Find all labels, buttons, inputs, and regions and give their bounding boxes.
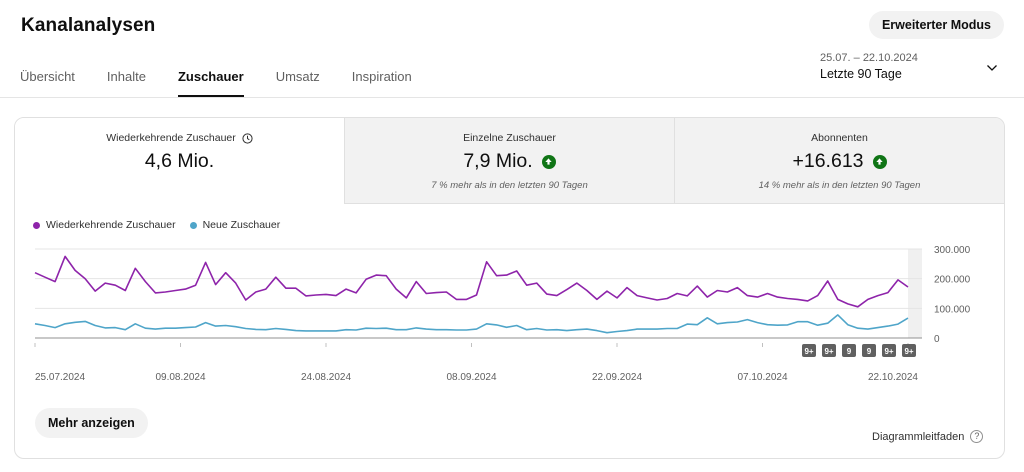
metric-unique-viewers[interactable]: Einzelne Zuschauer 7,9 Mio. 7 % mehr als… bbox=[344, 118, 674, 204]
tab-inspiration[interactable]: Inspiration bbox=[351, 69, 412, 84]
chart-guide-link[interactable]: Diagrammleitfaden ? bbox=[872, 430, 984, 443]
line-chart: 300.000 200.000 100.000 0 25.07.2024 09.08.20… bbox=[34, 245, 971, 383]
metric-returning-viewers[interactable]: Wiederkehrende Zuschauer 4,6 Mio. bbox=[15, 118, 344, 204]
x-tick-label: 25.07.2024 bbox=[35, 372, 85, 383]
x-tick-label: 22.10.2024 bbox=[868, 372, 918, 383]
metric-note: 14 % mehr als in den letzten 90 Tagen bbox=[758, 180, 921, 191]
chevron-down-icon[interactable] bbox=[986, 62, 998, 74]
y-tick-label: 100.000 bbox=[934, 304, 971, 315]
tab-overview[interactable]: Übersicht bbox=[20, 69, 75, 84]
video-marker-badge bbox=[882, 344, 896, 357]
video-marker-badge bbox=[802, 344, 816, 357]
video-marker-label: 9+ bbox=[804, 347, 813, 356]
legend-label: Neue Zuschauer bbox=[202, 219, 281, 231]
legend-label: Wiederkehrende Zuschauer bbox=[46, 219, 176, 231]
legend-item-new[interactable]: Neue Zuschauer bbox=[189, 219, 281, 231]
y-tick-label: 200.000 bbox=[934, 275, 971, 286]
metric-label: Abonnenten bbox=[811, 132, 868, 144]
legend-dot bbox=[33, 221, 40, 229]
chart-legend: Wiederkehrende Zuschauer Neue Zuschauer bbox=[33, 219, 280, 231]
page-title: Kanalanalysen bbox=[21, 15, 156, 36]
video-marker-label: 9+ bbox=[824, 347, 833, 356]
metric-label: Wiederkehrende Zuschauer bbox=[106, 132, 236, 144]
x-tick-label: 08.09.2024 bbox=[446, 372, 496, 383]
tab-revenue[interactable]: Umsatz bbox=[275, 69, 320, 84]
x-tick-label: 09.08.2024 bbox=[155, 372, 205, 383]
y-tick-label: 300.000 bbox=[934, 245, 971, 256]
x-tick-label: 07.10.2024 bbox=[737, 372, 787, 383]
series-line-new bbox=[34, 314, 909, 334]
advanced-mode-button[interactable]: Erweiterter Modus bbox=[868, 11, 1004, 39]
metric-label: Einzelne Zuschauer bbox=[463, 132, 556, 144]
metric-tabs: Wiederkehrende Zuschauer 4,6 Mio. Einzel… bbox=[15, 118, 1004, 204]
tab-bar: Übersicht Inhalte Zuschauer Umsatz Inspi… bbox=[20, 60, 444, 97]
video-marker-label: 9+ bbox=[884, 347, 893, 356]
video-marker-label: 9+ bbox=[904, 347, 913, 356]
video-marker-badge bbox=[862, 344, 876, 357]
tab-audience[interactable]: Zuschauer bbox=[177, 60, 244, 97]
x-tick-label: 24.08.2024 bbox=[301, 372, 351, 383]
metric-note: 7 % mehr als in den letzten 90 Tagen bbox=[431, 180, 588, 191]
show-more-button[interactable]: Mehr anzeigen bbox=[35, 408, 148, 438]
metric-value: 4,6 Mio. bbox=[144, 150, 215, 172]
header-divider bbox=[0, 97, 1024, 98]
forecast-shade bbox=[908, 249, 922, 338]
video-marker-label: 9 bbox=[847, 347, 852, 356]
analytics-card: Wiederkehrende Zuschauer 4,6 Mio. Einzel… bbox=[14, 117, 1005, 459]
tab-content[interactable]: Inhalte bbox=[106, 69, 146, 84]
video-marker-badge bbox=[822, 344, 836, 357]
y-tick-label: 0 bbox=[934, 334, 940, 345]
date-range-label: Letzte 90 Tage bbox=[820, 67, 902, 81]
help-icon: ? bbox=[970, 430, 984, 443]
series-line-returning bbox=[34, 255, 909, 308]
date-range-selector[interactable]: 25.07. – 22.10.2024 Letzte 90 Tage bbox=[820, 52, 918, 81]
metric-value: +16.613 bbox=[792, 150, 864, 172]
video-marker-label: 9 bbox=[867, 347, 872, 356]
metric-subscribers[interactable]: Abonnenten +16.613 14 % mehr als in den … bbox=[674, 118, 1004, 204]
x-tick-label: 22.09.2024 bbox=[592, 372, 642, 383]
legend-dot bbox=[189, 221, 197, 229]
chart-guide-label: Diagrammleitfaden bbox=[872, 430, 965, 443]
arrow-up-icon bbox=[541, 154, 556, 169]
legend-item-returning[interactable]: Wiederkehrende Zuschauer bbox=[33, 219, 176, 231]
metric-value: 7,9 Mio. bbox=[463, 150, 533, 172]
arrow-up-icon bbox=[872, 154, 887, 169]
clock-icon bbox=[242, 132, 253, 144]
video-marker-badge bbox=[842, 344, 856, 357]
date-range-dates: 25.07. – 22.10.2024 bbox=[820, 52, 918, 64]
video-marker-badge bbox=[902, 344, 916, 357]
